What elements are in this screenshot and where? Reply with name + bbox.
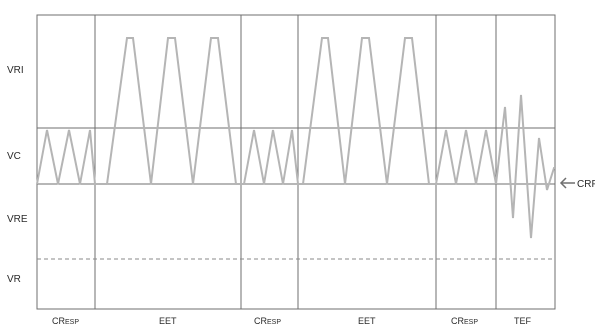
row-label-vr: VR <box>7 274 21 285</box>
phase-label-cresp-1-small: ESP <box>65 319 79 326</box>
phase-label-cresp-2-main: CR <box>254 316 267 326</box>
crf-marker: CRF <box>559 177 595 190</box>
arrow-left-icon <box>559 177 575 189</box>
phase-label-cresp-3-small: ESP <box>464 319 478 326</box>
phase-label-cresp-1: CRESP <box>52 316 79 326</box>
crf-label: CRF <box>577 179 595 190</box>
phase-dividers <box>94 15 497 309</box>
waveform-trace <box>36 37 555 239</box>
phase-label-tef: TEF <box>514 316 532 326</box>
phase-label-cresp-1-main: CR <box>52 316 65 326</box>
row-label-vre: VRE <box>7 214 28 225</box>
phase-label-eet-1: EET <box>159 316 177 326</box>
diagram-frame <box>36 14 556 310</box>
phase-label-cresp-2-small: ESP <box>267 319 281 326</box>
row-label-vri: VRI <box>7 65 24 76</box>
row-label-vc: VC <box>7 151 21 162</box>
phase-label-cresp-3-main: CR <box>451 316 464 326</box>
phase-label-cresp-2: CRESP <box>254 316 281 326</box>
phase-label-cresp-3: CRESP <box>451 316 478 326</box>
phase-label-eet-2: EET <box>358 316 376 326</box>
